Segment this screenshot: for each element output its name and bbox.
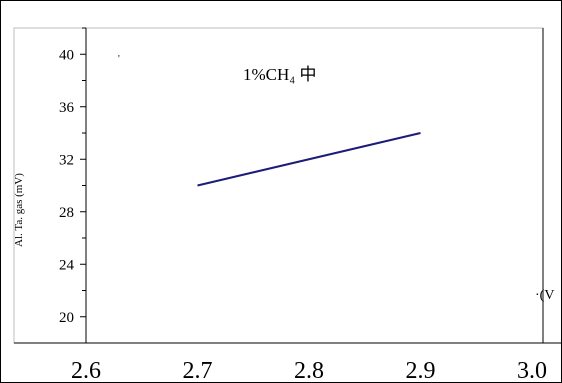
y-tick-label: 36 — [59, 100, 75, 116]
y-tick-label: 28 — [59, 205, 74, 221]
y-tick-label: 32 — [59, 152, 74, 168]
series-line-0 — [197, 132, 421, 187]
y-ticks: 20 24 28 32 36 40 — [59, 27, 86, 326]
y-tick-label: 40 — [59, 47, 74, 63]
xlabel-fragment: ·(V — [535, 288, 554, 303]
x-tick-label: 2.6 — [71, 358, 101, 383]
plot-frame — [13, 27, 544, 344]
x-tick-label: 3.0 — [517, 358, 547, 383]
x-tick-label: 2.9 — [406, 358, 436, 383]
x-ticks: 2.6 2.7 2.8 2.9 3.0 — [71, 358, 547, 383]
y-tick-label: 24 — [59, 257, 75, 273]
y-tick-label: 20 — [59, 310, 74, 326]
ylabel-fragment: Al. Ta. gas (mV) — [13, 173, 25, 247]
chart-annotation: 1%CH₄ 中 — [243, 65, 316, 84]
x-tick-label: 2.8 — [294, 358, 324, 383]
series — [197, 132, 421, 187]
x-tick-label: 2.7 — [183, 358, 213, 383]
tiny-mark: ' — [118, 54, 120, 65]
